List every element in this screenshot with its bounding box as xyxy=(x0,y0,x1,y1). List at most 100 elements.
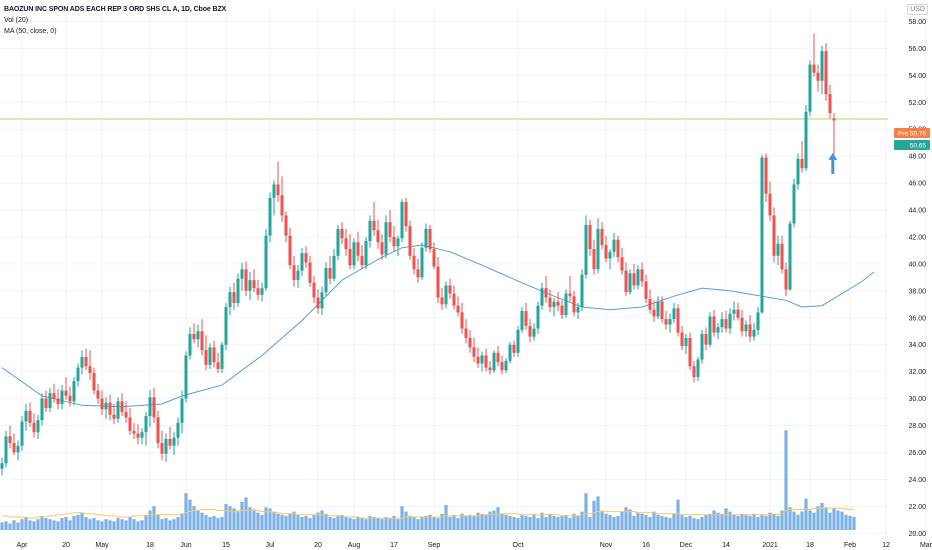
candle-body xyxy=(708,316,712,345)
price-tick-label: 44.00 xyxy=(908,208,926,215)
candle-body xyxy=(564,293,568,316)
volume-bar xyxy=(284,515,288,530)
volume-bar xyxy=(196,510,200,530)
candle xyxy=(588,219,592,256)
volume-bar xyxy=(420,517,424,530)
candle xyxy=(156,410,160,449)
volume-bar xyxy=(616,515,620,530)
price-axis[interactable]: 20.00 22.00 24.00 26.00 28.00 30.00 32.00 34.00… xyxy=(908,19,926,538)
volume-bar xyxy=(852,517,856,530)
candle-body xyxy=(728,313,732,329)
candle-body xyxy=(164,438,168,454)
volume-bar xyxy=(600,510,604,530)
candle-body xyxy=(812,64,816,73)
candle xyxy=(316,289,320,314)
time-tick-label: Dec xyxy=(680,542,693,549)
candle xyxy=(492,350,496,373)
candle-body xyxy=(584,224,588,275)
candle-body xyxy=(4,436,8,464)
candle xyxy=(196,324,200,348)
price-tick-label: 30.00 xyxy=(908,396,926,403)
candle xyxy=(444,281,448,309)
candle-body xyxy=(828,94,832,114)
volume-bar xyxy=(392,515,396,530)
volume-bar xyxy=(300,517,304,530)
volume-bar xyxy=(696,519,700,530)
volume-bar xyxy=(784,430,788,530)
time-axis[interactable]: Apr 20 May 18 Jun 15 Jul 20 Aug 17 Sep Oct Nov 16 Dec 1… xyxy=(17,542,932,549)
candle-body xyxy=(72,381,76,402)
candle-body xyxy=(644,281,648,299)
candle-body xyxy=(648,298,652,310)
candle-body xyxy=(404,201,408,227)
candle-body xyxy=(360,255,364,266)
candle-body xyxy=(24,410,28,422)
candle xyxy=(820,45,824,95)
volume-bar xyxy=(812,512,816,530)
symbol-title[interactable]: BAOZUN INC SPON ADS EACH REP 3 ORD SHS C… xyxy=(4,6,227,13)
candle-body xyxy=(64,390,68,396)
ma-indicator-label[interactable]: MA (50, close, 0) xyxy=(4,28,57,35)
candle xyxy=(364,236,368,270)
candle xyxy=(652,300,656,322)
candle xyxy=(68,386,72,407)
volume-indicator-label[interactable]: Vol (20) xyxy=(4,17,29,24)
candle xyxy=(624,262,628,297)
time-tick-label: Jun xyxy=(180,542,191,549)
volume-bar xyxy=(608,514,612,530)
candle xyxy=(36,414,40,439)
volume-bar xyxy=(80,512,84,530)
candle xyxy=(704,327,708,351)
candle-body xyxy=(124,412,128,418)
candle-body xyxy=(508,344,512,361)
currency-badge[interactable]: USD xyxy=(907,4,928,15)
candle xyxy=(412,247,416,275)
candle xyxy=(308,255,312,287)
candle xyxy=(28,402,32,427)
volume-bar xyxy=(296,514,300,530)
candle xyxy=(52,383,56,403)
time-tick-label: Jul xyxy=(266,542,275,549)
candle xyxy=(440,288,444,310)
candle-body xyxy=(784,269,788,290)
volume-bar xyxy=(180,513,184,530)
candle-body xyxy=(176,422,180,438)
volume-ma-path xyxy=(2,507,854,519)
candle xyxy=(96,383,100,404)
candle-body xyxy=(824,51,828,95)
volume-bar xyxy=(372,517,376,530)
volume-bar xyxy=(164,518,168,530)
price-tick-label: 58.00 xyxy=(908,19,926,26)
time-tick-label: Feb xyxy=(844,542,856,549)
candle xyxy=(824,43,828,101)
candle-body xyxy=(724,319,728,329)
price-tick-label: 24.00 xyxy=(908,477,926,484)
volume-bar xyxy=(28,520,32,530)
candle-body xyxy=(148,397,152,417)
candle-body xyxy=(540,288,544,306)
volume-bar xyxy=(832,508,836,530)
candle-body xyxy=(376,230,380,243)
volume-bar xyxy=(692,518,696,530)
candle-body xyxy=(276,184,280,196)
volume-bar xyxy=(548,513,552,530)
time-tick-label: 17 xyxy=(390,542,398,549)
candle xyxy=(552,297,556,317)
volume-bar xyxy=(376,518,380,530)
candle-body xyxy=(596,228,600,270)
volume-bar xyxy=(120,519,124,530)
candle xyxy=(368,215,372,248)
candle-body xyxy=(480,355,484,364)
candle-body xyxy=(664,319,668,325)
volume-bar xyxy=(836,510,840,530)
candle xyxy=(728,308,732,334)
candle xyxy=(680,325,684,351)
volume-bar xyxy=(544,517,548,530)
time-tick-label: Nov xyxy=(600,542,613,549)
price-badges: Pre 50.76 50.65 xyxy=(894,128,930,150)
candle-body xyxy=(260,288,264,295)
candle-body xyxy=(444,285,448,305)
volume-bar xyxy=(460,513,464,530)
volume-bar xyxy=(228,506,232,530)
